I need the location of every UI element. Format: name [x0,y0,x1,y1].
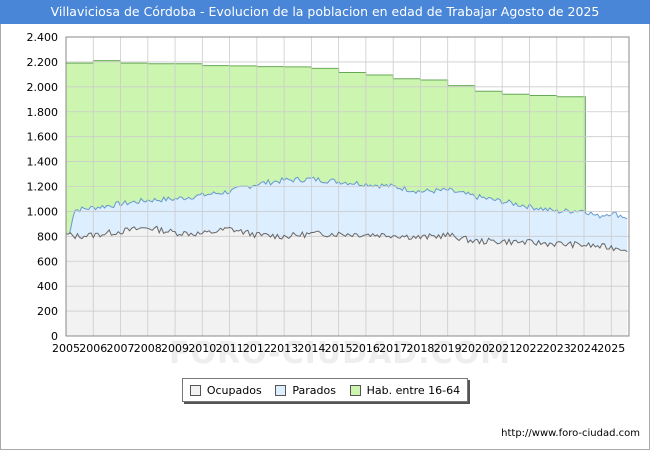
y-tick-label: 1.600 [27,131,59,144]
x-tick-label: 2010 [188,342,216,355]
y-tick-label: 1.000 [27,205,59,218]
x-tick-label: 2020 [461,342,489,355]
x-tick-label: 2016 [352,342,380,355]
x-tick-label: 2024 [570,342,598,355]
chart-title: Villaviciosa de Córdoba - Evolucion de l… [0,0,650,24]
x-tick-label: 2014 [297,342,325,355]
series-ocupados-line [65,225,628,253]
x-tick-label: 2018 [406,342,434,355]
x-tick-label: 2008 [134,342,162,355]
y-tick-label: 400 [37,280,58,293]
x-tick-label: 2005 [52,342,80,355]
x-tick-label: 2007 [107,342,135,355]
x-tick-label: 2009 [161,342,189,355]
series-ocupados-area [66,226,628,336]
x-tick-label: 2022 [515,342,543,355]
series-parados-line [65,176,628,249]
y-tick-label: 0 [51,330,58,343]
y-tick-label: 2.200 [27,56,59,69]
y-tick-label: 1.200 [27,181,59,194]
legend-item-parados: Parados [275,384,336,397]
source-link[interactable]: http://www.foro-ciudad.com [501,428,640,439]
plot-border [65,36,630,337]
x-tick-label: 2019 [434,342,462,355]
x-tick-label: 2006 [79,342,107,355]
y-tick-label: 800 [37,230,58,243]
x-tick-label: 2017 [379,342,407,355]
x-tick-label: 2012 [243,342,271,355]
y-tick-label: 2.400 [27,31,59,44]
legend-label-hab: Hab. entre 16-64 [366,383,461,397]
x-tick-label: 2023 [543,342,571,355]
y-tick-label: 1.800 [27,106,59,119]
x-tick-label: 2011 [216,342,244,355]
legend-label-ocupados: Ocupados [206,383,262,397]
y-tick-label: 200 [37,305,58,318]
legend-swatch-parados [275,384,287,396]
y-tick-label: 2.000 [27,81,59,94]
legend-swatch-hab [349,384,361,396]
legend-swatch-ocupados [189,384,201,396]
legend-label-parados: Parados [292,383,336,397]
legend-item-hab: Hab. entre 16-64 [349,383,461,397]
legend-item-ocupados: Ocupados [189,383,262,397]
x-tick-label: 2013 [270,342,298,355]
x-tick-label: 2021 [488,342,516,355]
legend: Ocupados Parados Hab. entre 16-64 [182,378,468,402]
x-tick-label: 2025 [597,342,625,355]
y-tick-label: 600 [37,255,58,268]
y-tick-label: 1.400 [27,156,59,169]
x-tick-label: 2015 [325,342,353,355]
watermark: FORO-CIUDAD.COM [169,336,511,371]
